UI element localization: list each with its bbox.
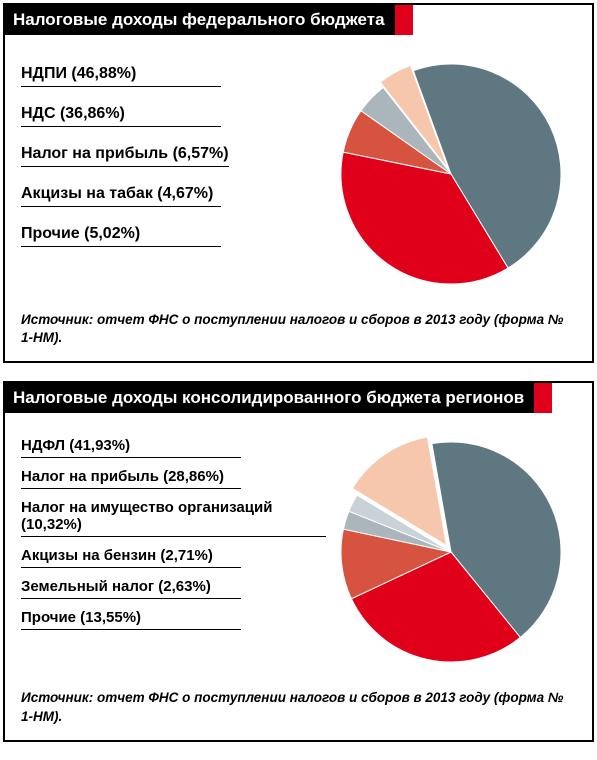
legend-item: НДС (36,86%): [21, 105, 221, 127]
pie-chart: [326, 49, 576, 299]
panel-body: НДФЛ (41,93%) Налог на прибыль (28,86%) На…: [5, 413, 592, 685]
pie-chart-svg: [326, 49, 576, 299]
title-accent: [395, 5, 413, 35]
pie-chart-svg: [326, 427, 576, 677]
legend: НДПИ (46,88%) НДС (36,86%) Налог на прибыл…: [21, 49, 326, 299]
legend-item: Прочие (13,55%): [21, 609, 241, 630]
title-bar: Налоговые доходы федерального бюджета: [5, 5, 592, 35]
title-spacer: [413, 5, 592, 35]
title-bar: Налоговые доходы консолидированного бюдж…: [5, 383, 592, 413]
legend-item: Налог на прибыль (6,57%): [21, 145, 229, 167]
panel-title: Налоговые доходы консолидированного бюдж…: [5, 383, 534, 413]
legend-item: Налог на прибыль (28,86%): [21, 468, 241, 489]
panel-title: Налоговые доходы федерального бюджета: [5, 5, 395, 35]
legend-item: Налог на имущество организаций (10,32%): [21, 499, 326, 537]
pie-chart: [326, 427, 576, 677]
legend: НДФЛ (41,93%) Налог на прибыль (28,86%) На…: [21, 427, 326, 677]
legend-item: НДФЛ (41,93%): [21, 437, 241, 458]
legend-item: Акцизы на бензин (2,71%): [21, 547, 241, 568]
source-note: Источник: отчет ФНС о поступлении налого…: [5, 307, 592, 361]
title-accent: [534, 383, 552, 413]
legend-item: Прочие (5,02%): [21, 225, 221, 247]
chart-panel: Налоговые доходы федерального бюджета НД…: [3, 3, 594, 363]
legend-item: Акцизы на табак (4,67%): [21, 185, 221, 207]
legend-item: Земельный налог (2,63%): [21, 578, 241, 599]
chart-panel: Налоговые доходы консолидированного бюдж…: [3, 381, 594, 741]
source-note: Источник: отчет ФНС о поступлении налого…: [5, 685, 592, 739]
legend-item: НДПИ (46,88%): [21, 65, 221, 87]
title-spacer: [552, 383, 592, 413]
panel-body: НДПИ (46,88%) НДС (36,86%) Налог на прибыл…: [5, 35, 592, 307]
